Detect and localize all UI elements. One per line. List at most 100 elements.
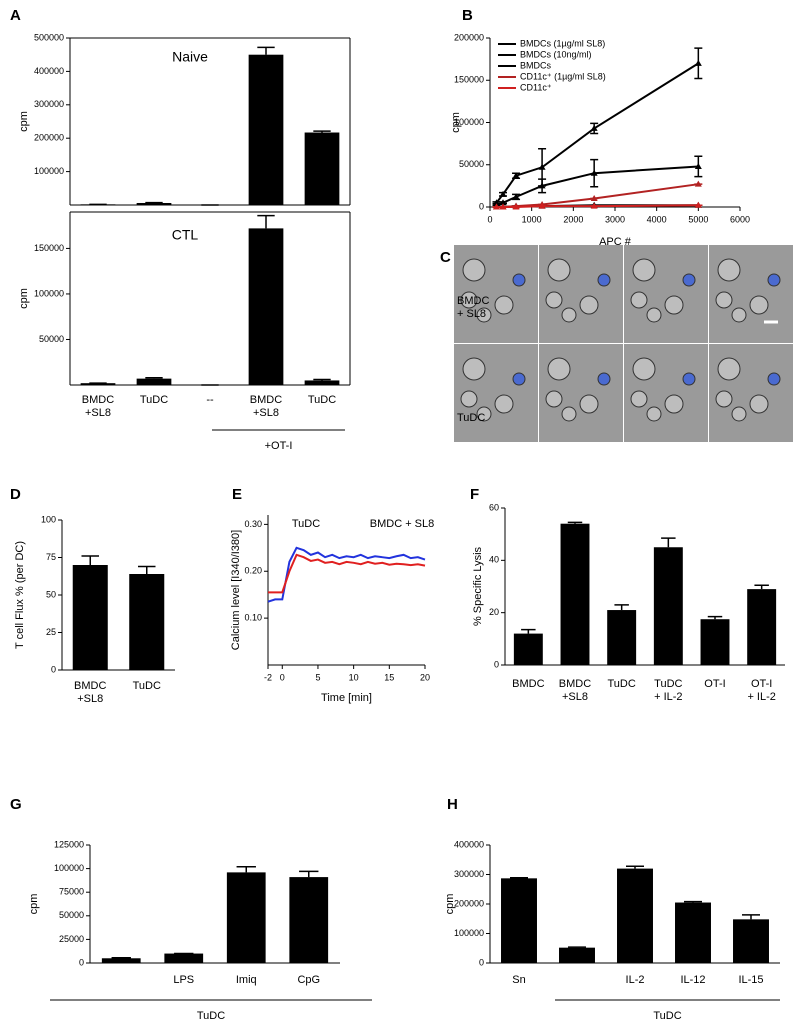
error-bar	[661, 537, 676, 548]
y-tick-label: 0	[79, 957, 84, 967]
x-tick-label: LPS	[173, 974, 194, 986]
marker	[538, 163, 546, 170]
y-tick-label: 100000	[454, 928, 484, 938]
y-axis-label: cpm	[18, 111, 30, 132]
y-tick-label: 50	[46, 589, 56, 599]
cell	[545, 291, 563, 309]
y-tick-label: 100000	[34, 288, 64, 298]
y-axis-label: Calcium level [I340/I380]	[230, 530, 242, 650]
x-tick-label: 0	[487, 214, 492, 224]
series-line	[496, 183, 699, 208]
cell	[767, 372, 781, 386]
marker	[512, 172, 520, 179]
bar	[136, 378, 172, 385]
x-tick-label: TuDC	[140, 394, 168, 406]
cell	[561, 406, 577, 422]
y-tick-label: 100000	[54, 863, 84, 873]
x-tick-label: TuDC	[133, 680, 161, 692]
y-axis-label: cpm	[28, 894, 40, 915]
panel-letter: D	[10, 486, 21, 503]
y-tick-label: 200000	[454, 898, 484, 908]
y-tick-label: 300000	[454, 869, 484, 879]
cell	[731, 307, 747, 323]
x-tick-label: 4000	[647, 214, 667, 224]
annotation: TuDC	[292, 518, 320, 530]
y-tick-label: 20	[489, 607, 499, 617]
cell	[547, 258, 571, 282]
bar	[164, 953, 204, 963]
panel-letter: E	[232, 486, 242, 503]
y-tick-label: 0	[479, 201, 484, 211]
bar	[304, 132, 340, 205]
x-tick-label: OT-I + IL-2	[747, 678, 775, 703]
legend-label: CD11c⁺ (1µg/ml SL8)	[520, 71, 606, 81]
marker	[694, 162, 702, 169]
error-bar	[313, 378, 331, 381]
bar	[607, 610, 637, 665]
bar	[129, 574, 165, 670]
y-axis-label: cpm	[18, 288, 30, 309]
error-bar	[313, 130, 331, 133]
error-bar	[626, 865, 644, 869]
error-bar	[742, 914, 760, 920]
cell	[749, 295, 769, 315]
x-tick-label: TuDC + IL-2	[654, 678, 682, 703]
cell	[512, 372, 526, 386]
cell	[632, 258, 656, 282]
cell	[646, 406, 662, 422]
bar	[675, 902, 711, 963]
marker	[590, 169, 598, 176]
x-tick-label: --	[206, 394, 214, 406]
bar	[501, 878, 537, 963]
legend-label: BMDCs (10ng/ml)	[520, 49, 592, 59]
x-tick-label: TuDC	[308, 394, 336, 406]
series-line	[267, 546, 426, 603]
panel-letter: B	[462, 7, 473, 24]
bar	[101, 958, 141, 963]
y-tick-label: 150000	[454, 75, 484, 85]
x-tick-label: TuDC	[608, 678, 636, 690]
y-tick-label: 0.20	[244, 566, 262, 576]
cell	[512, 273, 526, 287]
series-line	[268, 553, 426, 594]
bar	[80, 383, 116, 385]
x-tick-label: CpG	[297, 974, 320, 986]
bar	[226, 872, 266, 963]
cell	[561, 307, 577, 323]
marker	[538, 182, 546, 189]
image-label: BMDC + SL8	[457, 295, 489, 320]
error-bar	[510, 876, 528, 879]
y-tick-label: 75000	[59, 887, 84, 897]
marker	[694, 59, 702, 66]
marker	[512, 193, 520, 200]
y-tick-label: 0.30	[244, 519, 262, 529]
cell	[632, 357, 656, 381]
cell	[460, 390, 478, 408]
x-tick-label: 6000	[730, 214, 750, 224]
cell	[715, 291, 733, 309]
legend-label: CD11c⁺	[520, 82, 552, 92]
cell	[462, 258, 486, 282]
y-tick-label: 50000	[39, 334, 64, 344]
error-bar	[236, 865, 256, 873]
y-tick-label: 25	[46, 627, 56, 637]
marker	[538, 202, 546, 209]
group-label: TuDC	[653, 1010, 681, 1022]
cell	[494, 295, 514, 315]
panel-letter: C	[440, 249, 451, 266]
error-bar	[257, 214, 275, 229]
cell	[547, 357, 571, 381]
y-tick-label: 400000	[454, 839, 484, 849]
y-tick-label: 0	[479, 957, 484, 967]
bar	[733, 919, 769, 963]
cell	[476, 307, 492, 323]
y-axis-label: cpm	[450, 112, 462, 133]
y-axis-label: % Specific Lysis	[472, 546, 484, 626]
x-tick-label: 3000	[605, 214, 625, 224]
cell	[664, 394, 684, 414]
marker	[694, 180, 702, 187]
annotation: BMDC + SL8	[370, 518, 435, 530]
x-tick-label: BMDC +SL8	[74, 680, 106, 705]
